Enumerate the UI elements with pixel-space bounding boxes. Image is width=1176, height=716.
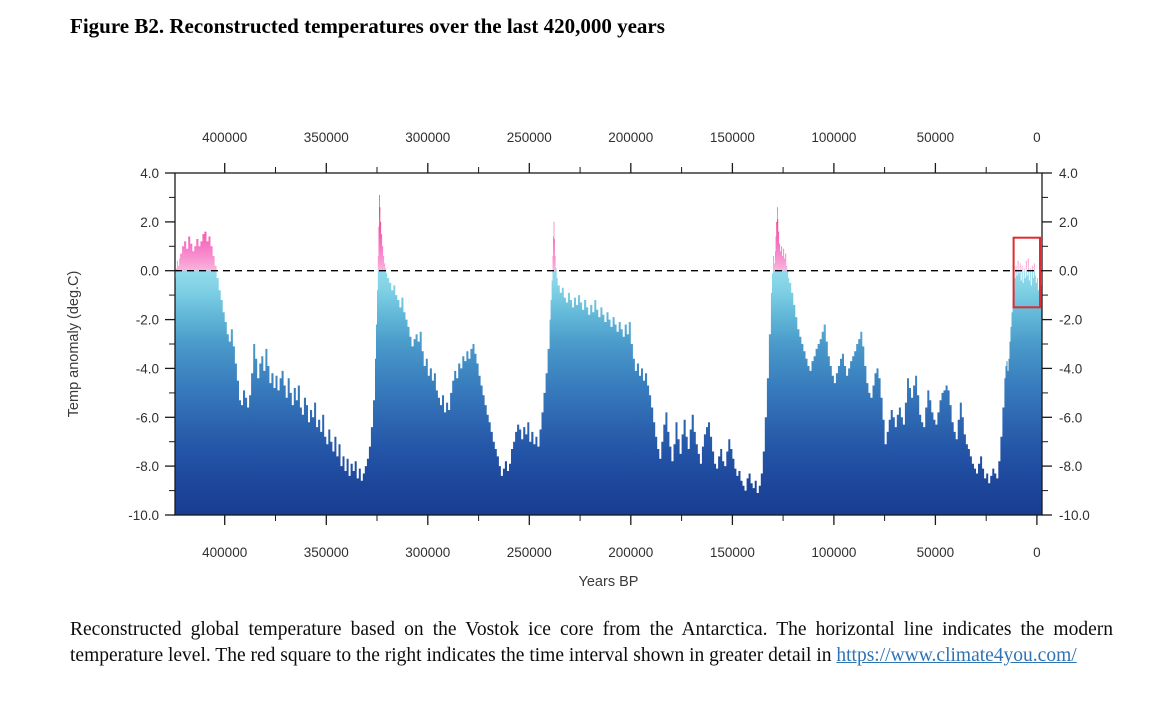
y-axis-tick-label-left: -10.0 bbox=[128, 508, 159, 523]
x-axis-tick-label-top: 350000 bbox=[304, 130, 349, 145]
y-axis-tick-label-left: 4.0 bbox=[140, 166, 159, 181]
x-axis-tick-label-top: 100000 bbox=[811, 130, 856, 145]
x-axis-tick-label-bottom: 100000 bbox=[811, 545, 856, 560]
y-axis-tick-label-right: -6.0 bbox=[1059, 410, 1082, 425]
figure-caption: Reconstructed global temperature based o… bbox=[70, 617, 1113, 669]
x-axis-tick-label-top: 0 bbox=[1033, 130, 1041, 145]
x-axis-title: Years BP bbox=[579, 574, 639, 590]
x-axis-tick-label-top: 300000 bbox=[405, 130, 450, 145]
x-axis-tick-label-top: 200000 bbox=[608, 130, 653, 145]
y-axis-tick-label-right: -8.0 bbox=[1059, 459, 1082, 474]
x-axis-tick-label-bottom: 250000 bbox=[507, 545, 552, 560]
y-axis-tick-label-left: -2.0 bbox=[136, 313, 159, 328]
y-axis-tick-label-left: 2.0 bbox=[140, 215, 159, 230]
y-axis-tick-label-left: -4.0 bbox=[136, 361, 159, 376]
y-axis-tick-label-left: -6.0 bbox=[136, 410, 159, 425]
x-axis-tick-label-bottom: 0 bbox=[1033, 545, 1041, 560]
y-axis-tick-label-right: 4.0 bbox=[1059, 166, 1078, 181]
x-axis-tick-label-bottom: 150000 bbox=[710, 545, 755, 560]
x-axis-tick-label-top: 150000 bbox=[710, 130, 755, 145]
x-axis-tick-label-top: 400000 bbox=[202, 130, 247, 145]
x-axis-tick-label-bottom: 300000 bbox=[405, 545, 450, 560]
y-axis-tick-label-right: -4.0 bbox=[1059, 361, 1082, 376]
x-axis-tick-label-top: 250000 bbox=[507, 130, 552, 145]
caption-text: Reconstructed global temperature based o… bbox=[70, 619, 1113, 666]
x-axis-tick-label-bottom: 350000 bbox=[304, 545, 349, 560]
caption-link[interactable]: https://www.climate4you.com/ bbox=[836, 645, 1077, 666]
y-axis-tick-label-left: 0.0 bbox=[140, 264, 159, 279]
x-axis-tick-label-bottom: 200000 bbox=[608, 545, 653, 560]
y-axis-title: Temp anomaly (deg.C) bbox=[66, 271, 82, 418]
temperature-chart: 400000 400000 350000 350000 300000 300000 2500… bbox=[66, 130, 1090, 590]
x-axis-tick-label-top: 50000 bbox=[917, 130, 955, 145]
x-axis-tick-label-bottom: 400000 bbox=[202, 545, 247, 560]
y-axis-tick-label-left: -8.0 bbox=[136, 459, 159, 474]
y-axis-tick-label-right: 0.0 bbox=[1059, 264, 1078, 279]
temperature-area-series bbox=[175, 195, 1042, 515]
y-axis-tick-label-right: 2.0 bbox=[1059, 215, 1078, 230]
y-axis-tick-label-right: -10.0 bbox=[1059, 508, 1090, 523]
x-axis-tick-label-bottom: 50000 bbox=[917, 545, 955, 560]
y-axis-tick-label-right: -2.0 bbox=[1059, 313, 1082, 328]
figure-title: Figure B2. Reconstructed temperatures ov… bbox=[70, 14, 665, 38]
recent-interval-highlight-box bbox=[1012, 236, 1041, 309]
